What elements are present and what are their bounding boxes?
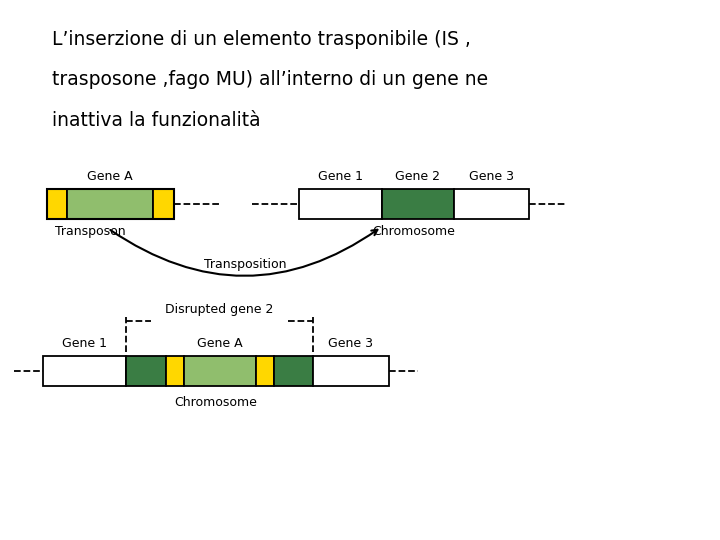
Text: inattiva la funzionalità: inattiva la funzionalità	[52, 111, 261, 130]
Bar	[274, 356, 313, 386]
Bar	[43, 356, 126, 386]
Bar	[47, 189, 174, 219]
Text: Gene 1: Gene 1	[318, 170, 363, 183]
Text: Gene A: Gene A	[87, 170, 133, 183]
Text: Disrupted gene 2: Disrupted gene 2	[166, 303, 274, 316]
Text: Gene 1: Gene 1	[62, 337, 107, 350]
Bar	[382, 189, 454, 219]
Bar	[454, 189, 529, 219]
Bar	[166, 356, 184, 386]
Bar	[299, 189, 382, 219]
Text: Chromosome: Chromosome	[174, 396, 258, 409]
Bar	[47, 189, 67, 219]
Text: Transposon: Transposon	[55, 225, 125, 238]
Text: Gene A: Gene A	[197, 337, 243, 350]
Text: Gene 2: Gene 2	[395, 170, 440, 183]
Bar	[184, 356, 256, 386]
Text: Transposition: Transposition	[204, 258, 286, 271]
Text: Chromosome: Chromosome	[372, 225, 456, 238]
Bar	[153, 189, 174, 219]
Text: trasposone ,fago MU) all’interno di un gene ne: trasposone ,fago MU) all’interno di un g…	[52, 70, 488, 89]
Text: Gene 3: Gene 3	[328, 337, 374, 350]
Bar	[313, 356, 389, 386]
Bar	[67, 189, 153, 219]
Bar	[256, 356, 274, 386]
Bar	[126, 356, 166, 386]
Text: Gene 3: Gene 3	[469, 170, 514, 183]
Text: L’inserzione di un elemento trasponibile (IS ,: L’inserzione di un elemento trasponibile…	[52, 30, 471, 49]
